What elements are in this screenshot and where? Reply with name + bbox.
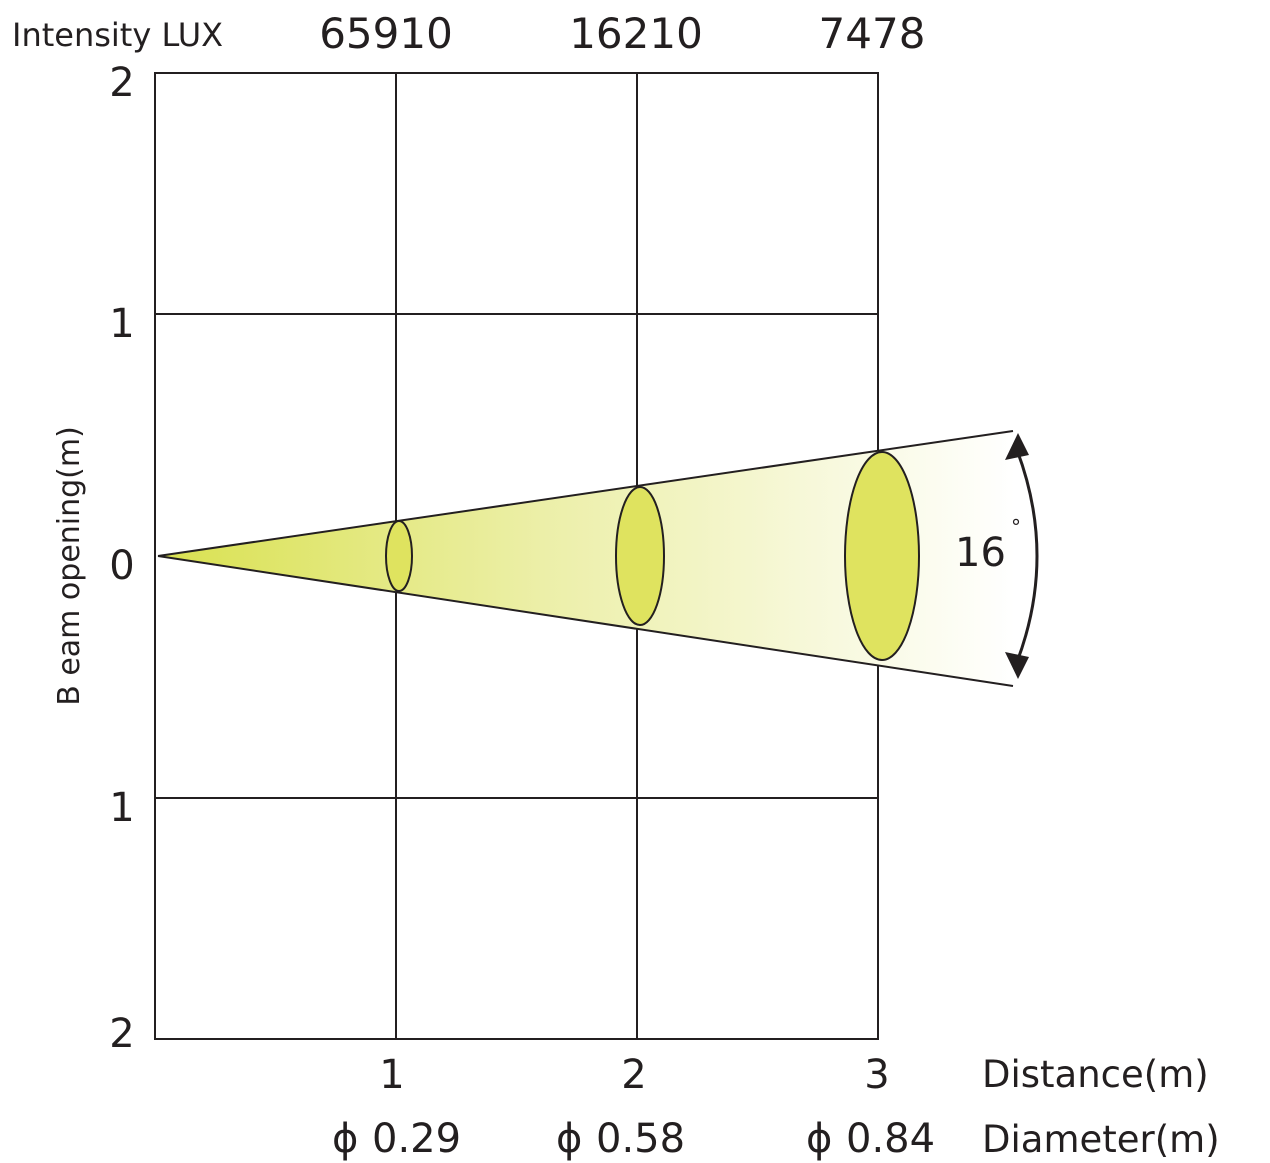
diameter-value-2m: 0.58 (596, 1116, 685, 1162)
intensity-value-2m: 16210 (569, 9, 703, 58)
beam-cone (158, 431, 1013, 686)
y-axis-title: B eam opening(m) (52, 426, 87, 706)
beam-angle-value: 16 (955, 530, 1006, 576)
beam-edge-top (157, 430, 1014, 557)
beam-angle-unit: ° (1011, 515, 1021, 539)
intensity-label: Intensity LUX (12, 16, 223, 54)
intensity-value-1m: 65910 (319, 9, 453, 58)
beam-spot-2m (615, 486, 665, 626)
beam-spot-1m (385, 520, 413, 592)
diameter-value-1m: 0.29 (372, 1116, 461, 1162)
distance-tick-3: 3 (864, 1052, 889, 1098)
diameter-symbol-2: ϕ (556, 1116, 582, 1162)
angle-arrow-down-icon (1005, 652, 1029, 679)
y-tick-zero: 0 (109, 543, 134, 589)
y-tick-top-1: 1 (109, 301, 134, 347)
angle-arc (1015, 449, 1039, 663)
distance-label: Distance(m) (982, 1053, 1209, 1096)
distance-tick-2: 2 (621, 1052, 646, 1098)
angle-arrow-up-icon (1005, 433, 1029, 460)
diameter-value-3m: 0.84 (846, 1116, 935, 1162)
y-tick-bottom-1: 1 (109, 785, 134, 831)
diameter-symbol-1: ϕ (332, 1116, 358, 1162)
y-tick-top-2: 2 (109, 60, 134, 106)
intensity-value-3m: 7478 (819, 9, 926, 58)
beam-spot-3m (844, 451, 920, 661)
distance-tick-1: 1 (379, 1052, 404, 1098)
diameter-symbol-3: ϕ (806, 1116, 832, 1162)
y-tick-bottom-2: 2 (109, 1011, 134, 1057)
beam-edge-bottom (157, 555, 1014, 687)
diameter-label: Diameter(m) (982, 1118, 1220, 1161)
